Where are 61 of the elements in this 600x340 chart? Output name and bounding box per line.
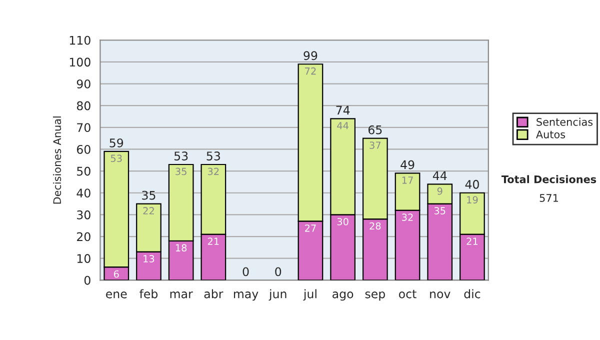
y-tick-label: 0 bbox=[84, 276, 90, 285]
y-tick-label: 20 bbox=[77, 232, 90, 242]
y-tick-label: 30 bbox=[77, 210, 90, 220]
y-tick-label: 50 bbox=[77, 166, 90, 176]
total-label: 35 bbox=[142, 190, 156, 200]
y-tick-label: 10 bbox=[77, 254, 90, 263]
data-label: 9 bbox=[437, 187, 442, 195]
data-label: 44 bbox=[337, 122, 348, 130]
y-tick-label: 80 bbox=[76, 101, 90, 110]
total-label: 40 bbox=[465, 180, 479, 189]
data-label: 22 bbox=[143, 207, 154, 214]
total-label: 44 bbox=[432, 171, 447, 180]
y-tick-label: 100 bbox=[70, 58, 90, 67]
y-tick-label: 90 bbox=[76, 79, 90, 88]
y-axis-title: Decisiones Anual bbox=[53, 116, 62, 204]
total-label: 0 bbox=[242, 267, 249, 276]
data-label: 35 bbox=[434, 207, 446, 214]
y-tick-label: 60 bbox=[76, 144, 90, 154]
total-label: 99 bbox=[304, 51, 318, 60]
data-label: 53 bbox=[110, 154, 122, 162]
x-tick-label: dic bbox=[464, 289, 480, 298]
data-label: 6 bbox=[114, 270, 119, 278]
x-tick-label: jun bbox=[268, 289, 286, 301]
data-label: 17 bbox=[402, 176, 413, 184]
data-label: 28 bbox=[370, 222, 381, 230]
text: Total Decisiones bbox=[501, 175, 596, 184]
total-label: 65 bbox=[368, 125, 382, 134]
x-tick-label: jul bbox=[303, 289, 316, 301]
data-label: 21 bbox=[466, 238, 478, 245]
x-tick-label: sep bbox=[365, 292, 385, 301]
total-label: 0 bbox=[275, 267, 282, 276]
total-label: 59 bbox=[110, 138, 124, 148]
x-tick-label: oct bbox=[399, 290, 416, 298]
data-label: 27 bbox=[305, 224, 316, 232]
x-tick-label: feb bbox=[140, 289, 158, 298]
x-tick-label: may bbox=[234, 292, 258, 301]
data-label: 37 bbox=[370, 142, 381, 149]
y-tick-label: 40 bbox=[76, 188, 90, 198]
x-tick-label: ene bbox=[106, 292, 127, 298]
x-tick-label: nov bbox=[430, 292, 450, 298]
data-label: 19 bbox=[467, 196, 478, 204]
x-tick-label: mar bbox=[170, 292, 193, 298]
data-label: 21 bbox=[208, 238, 219, 245]
text: 571 bbox=[540, 194, 558, 202]
y-tick-label: 70 bbox=[77, 123, 90, 132]
data-label: 35 bbox=[176, 168, 186, 176]
total-label: 49 bbox=[400, 160, 414, 170]
data-label: 72 bbox=[305, 67, 316, 75]
total-label: 53 bbox=[206, 152, 220, 160]
data-label: 18 bbox=[176, 244, 187, 252]
total-label: 53 bbox=[174, 152, 188, 160]
legend-label: Sentencias bbox=[536, 118, 593, 126]
data-label: 32 bbox=[402, 214, 413, 221]
data-label: 13 bbox=[144, 255, 154, 262]
total-label: 74 bbox=[336, 106, 350, 114]
x-tick-label: ago bbox=[332, 292, 354, 301]
y-tick-label: 110 bbox=[70, 36, 90, 45]
legend-label: Autos bbox=[536, 130, 566, 138]
data-label: 32 bbox=[208, 168, 219, 176]
x-tick-label: abr bbox=[204, 289, 224, 298]
data-label: 30 bbox=[337, 218, 348, 226]
